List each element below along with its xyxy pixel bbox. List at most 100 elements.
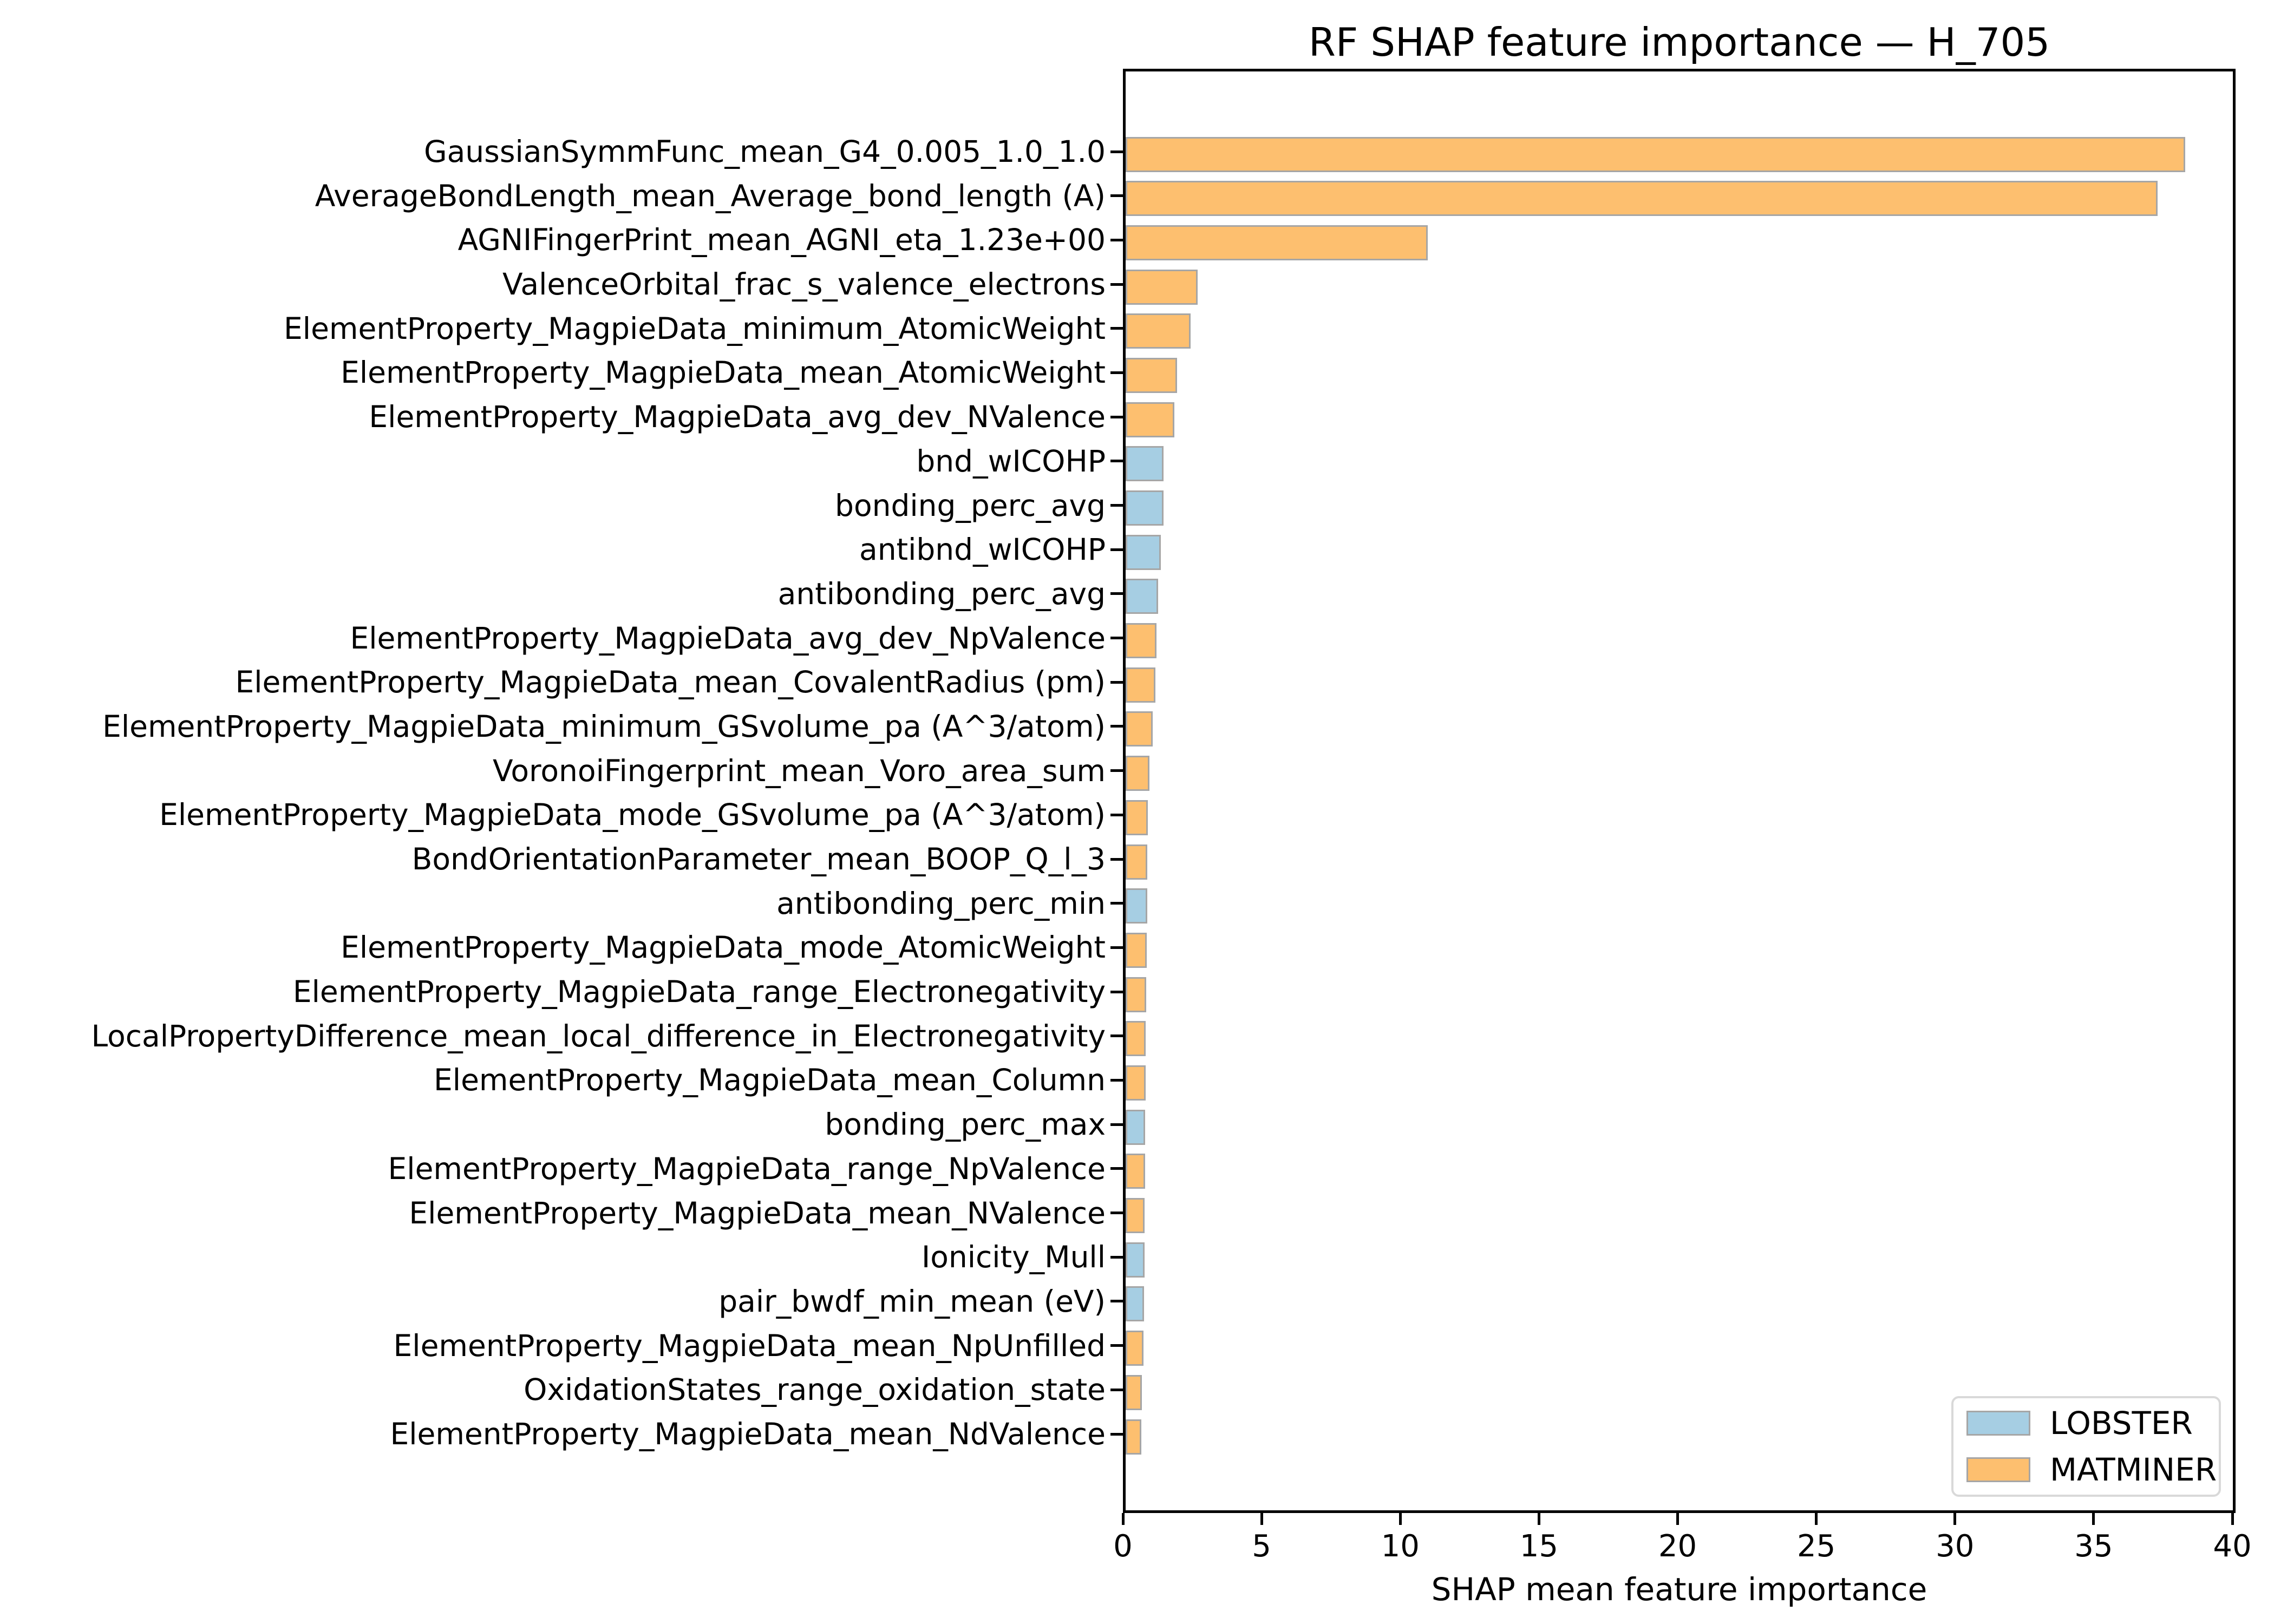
x-tick-label: 35	[2074, 1529, 2113, 1564]
y-tick-mark	[1110, 990, 1123, 993]
y-axis-category-label: AGNIFingerPrint_mean_AGNI_eta_1.23e+00	[458, 222, 1106, 258]
x-tick-label: 5	[1252, 1529, 1271, 1564]
x-tick-mark	[2231, 1513, 2234, 1525]
bar	[1126, 181, 2158, 217]
bar	[1126, 402, 1174, 437]
y-tick-mark	[1110, 504, 1123, 507]
y-axis-category-label: antibonding_perc_avg	[777, 576, 1106, 611]
y-axis-category-label: OxidationStates_range_oxidation_state	[524, 1372, 1106, 1407]
y-axis-category-label: antibonding_perc_min	[776, 886, 1106, 921]
y-tick-mark	[1110, 238, 1123, 241]
y-axis-category-label: GaussianSymmFunc_mean_G4_0.005_1.0_1.0	[423, 134, 1106, 169]
y-tick-mark	[1110, 1078, 1123, 1082]
y-axis-category-label: LocalPropertyDifference_mean_local_diffe…	[91, 1018, 1106, 1053]
legend-label: LOBSTER	[2050, 1405, 2193, 1442]
legend-swatch-lobster	[1966, 1411, 2030, 1436]
y-axis-category-label: ElementProperty_MagpieData_mode_GSvolume…	[159, 797, 1106, 833]
y-tick-mark	[1110, 1300, 1123, 1303]
x-tick-mark	[1121, 1513, 1125, 1525]
y-axis-category-label: AverageBondLength_mean_Average_bond_leng…	[315, 178, 1106, 213]
y-axis-category-label: ElementProperty_MagpieData_mode_AtomicWe…	[341, 930, 1106, 965]
y-tick-mark	[1110, 680, 1123, 684]
bar	[1126, 667, 1155, 703]
y-tick-mark	[1110, 371, 1123, 374]
y-tick-mark	[1110, 813, 1123, 816]
bar	[1126, 225, 1428, 260]
bar	[1126, 1331, 1143, 1366]
x-tick-mark	[1260, 1513, 1263, 1525]
y-tick-mark	[1110, 283, 1123, 286]
y-axis-category-label: ValenceOrbital_frac_s_valence_electrons	[502, 267, 1106, 302]
bar	[1126, 1198, 1145, 1234]
y-axis-category-label: antibnd_wICOHP	[859, 532, 1106, 567]
y-axis-category-label: bonding_perc_avg	[835, 488, 1106, 523]
x-tick-label: 40	[2213, 1529, 2252, 1564]
bar	[1126, 1065, 1146, 1101]
x-tick-mark	[1676, 1513, 1679, 1525]
y-axis-category-label: ElementProperty_MagpieData_avg_dev_NpVal…	[350, 620, 1106, 656]
x-tick-mark	[1953, 1513, 1957, 1525]
bar	[1126, 932, 1147, 968]
y-axis-category-label: VoronoiFingerprint_mean_Voro_area_sum	[493, 753, 1106, 788]
y-axis-category-label: ElementProperty_MagpieData_avg_dev_NVale…	[369, 400, 1106, 435]
y-axis-category-label: ElementProperty_MagpieData_mean_Column	[434, 1063, 1106, 1098]
bar	[1126, 711, 1153, 747]
y-tick-mark	[1110, 150, 1123, 153]
plot-area	[1123, 69, 2236, 1513]
bar	[1126, 357, 1177, 393]
bar	[1126, 1109, 1145, 1145]
legend: LOBSTER MATMINER	[1951, 1396, 2221, 1497]
y-axis-category-label: ElementProperty_MagpieData_mean_NdValenc…	[390, 1417, 1106, 1451]
y-tick-mark	[1110, 857, 1123, 861]
x-tick-mark	[2092, 1513, 2095, 1525]
y-axis-category-label: bnd_wICOHP	[916, 443, 1106, 479]
bar	[1126, 977, 1146, 1012]
bar	[1126, 1419, 1141, 1455]
x-tick-mark	[1537, 1513, 1540, 1525]
bar	[1126, 313, 1191, 349]
bar	[1126, 269, 1198, 305]
x-tick-label: 30	[1936, 1529, 1975, 1564]
bar	[1126, 800, 1148, 835]
x-tick-label: 10	[1381, 1529, 1420, 1564]
y-tick-mark	[1110, 637, 1123, 640]
y-tick-mark	[1110, 1255, 1123, 1259]
y-axis-category-label: ElementProperty_MagpieData_minimum_Atomi…	[284, 311, 1106, 346]
y-tick-mark	[1110, 769, 1123, 772]
y-tick-mark	[1110, 946, 1123, 949]
legend-entry: LOBSTER	[1966, 1407, 2219, 1439]
bar	[1126, 534, 1161, 570]
x-tick-mark	[1815, 1513, 1818, 1525]
bar	[1126, 888, 1147, 924]
y-tick-mark	[1110, 548, 1123, 551]
y-axis-category-label: ElementProperty_MagpieData_range_Electro…	[292, 974, 1106, 1010]
bar	[1126, 446, 1164, 482]
bar	[1126, 490, 1164, 526]
y-axis-category-label: pair_bwdf_min_mean (eV)	[718, 1284, 1106, 1319]
y-tick-mark	[1110, 902, 1123, 905]
legend-label: MATMINER	[2050, 1451, 2217, 1488]
bar	[1126, 756, 1150, 791]
bar	[1126, 1374, 1142, 1410]
legend-swatch-matminer	[1966, 1457, 2030, 1482]
bar	[1126, 1286, 1144, 1322]
y-tick-mark	[1110, 592, 1123, 595]
y-tick-mark	[1110, 460, 1123, 463]
y-axis-category-label: ElementProperty_MagpieData_minimum_GSvol…	[102, 709, 1106, 744]
y-axis-category-label: ElementProperty_MagpieData_mean_Covalent…	[235, 665, 1106, 700]
bar	[1126, 623, 1157, 659]
y-tick-mark	[1110, 1388, 1123, 1391]
y-tick-mark	[1110, 1212, 1123, 1215]
x-tick-label: 0	[1113, 1529, 1133, 1564]
y-axis-category-label: ElementProperty_MagpieData_mean_AtomicWe…	[341, 355, 1106, 390]
legend-entry: MATMINER	[1966, 1453, 2219, 1486]
bar	[1126, 136, 2185, 172]
y-tick-mark	[1110, 725, 1123, 728]
y-axis-category-label: BondOrientationParameter_mean_BOOP_Q_l_3	[411, 842, 1106, 877]
bar	[1126, 1242, 1145, 1278]
y-tick-mark	[1110, 327, 1123, 330]
y-axis-category-label: ElementProperty_MagpieData_mean_NpUnfill…	[393, 1328, 1106, 1363]
x-tick-label: 25	[1796, 1529, 1836, 1564]
chart-title: RF SHAP feature importance — H_705	[1308, 19, 2050, 65]
